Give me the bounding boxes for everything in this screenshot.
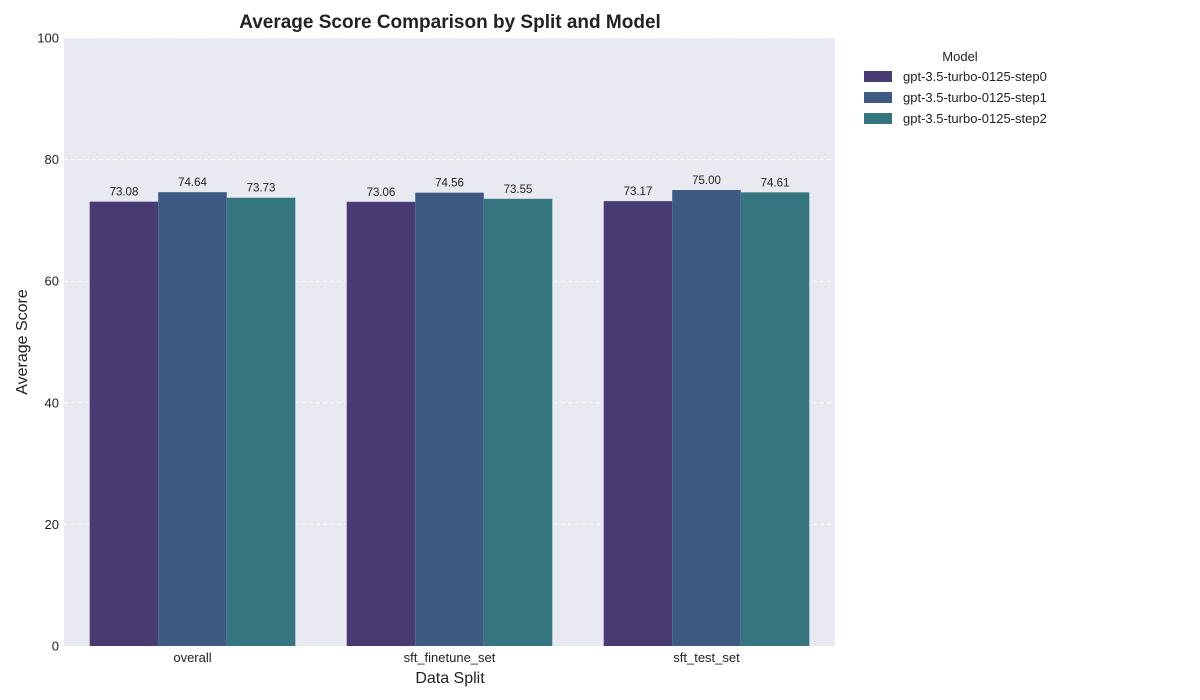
- y-axis-label: Average Score: [14, 289, 31, 395]
- legend-swatch: [864, 92, 892, 103]
- legend-swatch: [864, 71, 892, 82]
- legend-label: gpt-3.5-turbo-0125-step0: [903, 69, 1047, 84]
- x-axis-ticks: overall sft_finetune_set sft_test_set: [173, 650, 740, 665]
- y-tick-label: 80: [45, 152, 59, 167]
- y-tick-label: 100: [37, 31, 59, 46]
- legend: Model gpt-3.5-turbo-0125-step0 gpt-3.5-tu…: [864, 49, 1047, 126]
- x-tick-label: overall: [173, 650, 211, 665]
- x-axis-label: Data Split: [415, 670, 485, 687]
- bar: [158, 192, 227, 647]
- bar: [415, 192, 484, 646]
- y-tick-label: 40: [45, 395, 59, 410]
- bar: [483, 198, 553, 647]
- y-tick-label: 20: [45, 517, 59, 532]
- x-tick-label: sft_finetune_set: [404, 650, 496, 665]
- chart-title: Average Score Comparison by Split and Mo…: [239, 12, 661, 33]
- bar: [672, 190, 741, 646]
- bar: [89, 201, 159, 647]
- bars: 73.08 74.64 73.73 73.06 74.56 73.55 73.17 75.00…: [89, 175, 810, 647]
- x-tick-label: sft_test_set: [673, 650, 740, 665]
- y-tick-label: 0: [52, 639, 59, 654]
- data-label: 73.55: [504, 184, 533, 196]
- y-axis-ticks: 0 20 40 60 80 100: [37, 31, 59, 654]
- data-label: 74.56: [435, 178, 464, 190]
- data-label: 74.61: [761, 177, 790, 189]
- legend-title: Model: [942, 49, 978, 64]
- data-label: 73.73: [247, 183, 276, 195]
- bar: [226, 197, 296, 646]
- legend-label: gpt-3.5-turbo-0125-step2: [903, 111, 1047, 126]
- bar: [346, 201, 416, 646]
- data-label: 75.00: [692, 175, 721, 187]
- bar: [603, 201, 673, 646]
- data-label: 74.64: [178, 177, 207, 189]
- legend-label: gpt-3.5-turbo-0125-step1: [903, 90, 1047, 105]
- data-label: 73.17: [624, 186, 653, 198]
- data-label: 73.06: [367, 187, 396, 199]
- data-label: 73.08: [110, 187, 139, 199]
- bar: [740, 192, 810, 646]
- y-tick-label: 60: [45, 274, 59, 289]
- legend-swatch: [864, 113, 892, 124]
